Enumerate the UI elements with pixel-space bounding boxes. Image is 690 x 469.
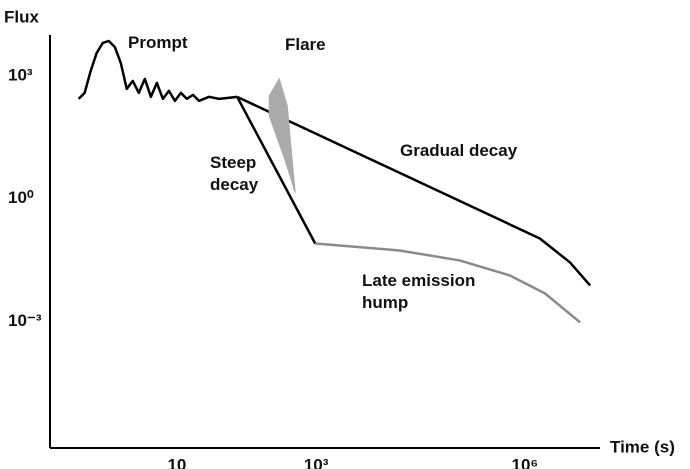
curve-label: Steep decay	[210, 153, 259, 194]
curve	[236, 95, 592, 287]
x-tick-label: 10	[167, 455, 186, 469]
curve-label: Late emission hump	[362, 271, 475, 312]
curve	[77, 39, 238, 103]
y-tick-label: 10⁻³	[8, 311, 42, 330]
x-axis-label: Time (s)	[610, 437, 675, 456]
x-tick-label: 10³	[304, 455, 329, 469]
curve-label: Prompt	[128, 33, 188, 52]
y-axis-label: Flux	[4, 7, 39, 26]
curve	[315, 242, 581, 324]
curve	[236, 96, 317, 245]
flare-area	[268, 77, 296, 193]
curve-label: Flare	[285, 35, 326, 54]
x-tick-label: 10⁶	[512, 455, 539, 469]
y-tick-label: 10³	[8, 65, 33, 84]
curve-label: Gradual decay	[400, 141, 518, 160]
y-tick-label: 10⁰	[8, 188, 34, 207]
